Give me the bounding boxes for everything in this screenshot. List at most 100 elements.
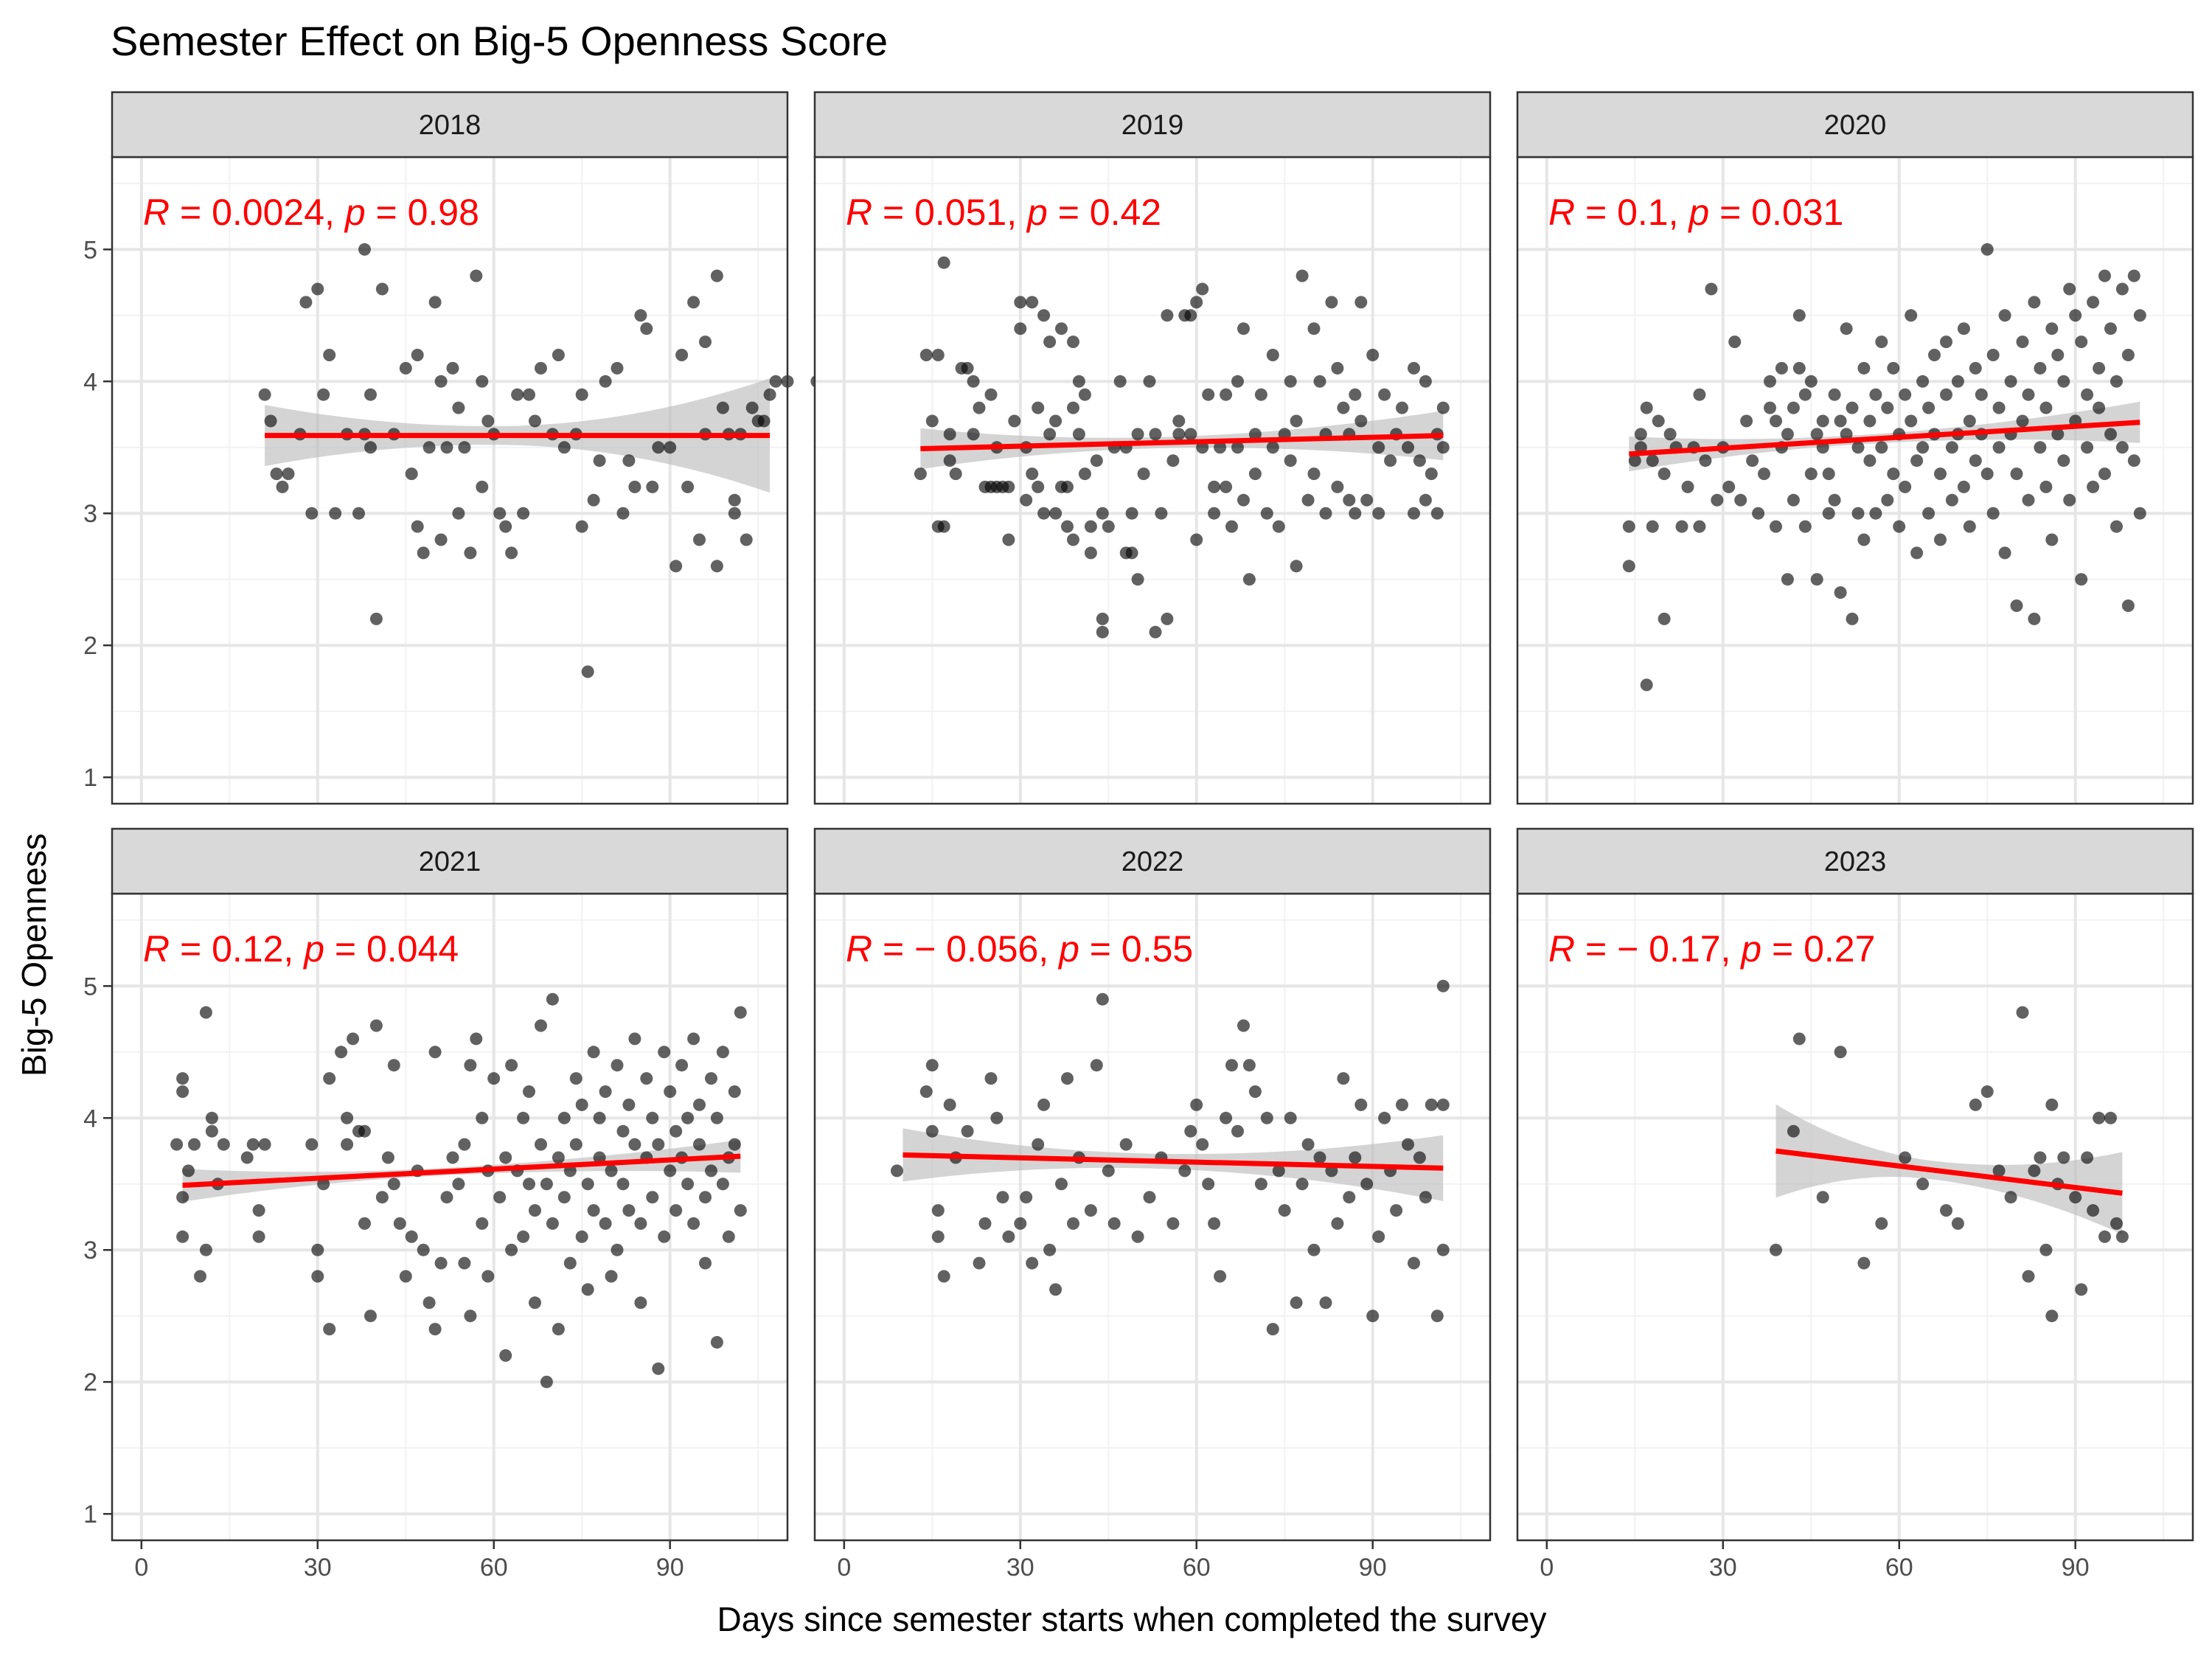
data-point (925, 1124, 939, 1138)
data-point (1781, 573, 1794, 586)
data-point (2110, 375, 2123, 388)
data-point (411, 520, 424, 533)
data-point (264, 414, 277, 428)
correlation-annotation: R = 0.1, p = 0.031 (1548, 192, 1843, 233)
facet-strip-label: 2018 (419, 110, 481, 141)
data-point (405, 1230, 418, 1243)
data-point (329, 507, 342, 520)
y-tick-label: 2 (83, 632, 97, 660)
data-point (1408, 1256, 1420, 1270)
data-point (1360, 493, 1374, 507)
data-point (1254, 1178, 1267, 1191)
data-point (1301, 1138, 1315, 1151)
data-point (1260, 507, 1273, 520)
data-point (1214, 441, 1227, 454)
data-point (1014, 296, 1027, 309)
data-point (1652, 414, 1665, 428)
data-point (699, 335, 712, 349)
panel-2020: R = 0.1, p = 0.031 2020 (1516, 91, 2194, 805)
data-point (2081, 388, 2094, 401)
data-point (1969, 1098, 1982, 1111)
data-point (1072, 428, 1085, 441)
data-point (1834, 414, 1847, 428)
data-point (1020, 493, 1033, 507)
data-point (658, 1046, 671, 1059)
data-point (1419, 493, 1432, 507)
data-point (1430, 1310, 1444, 1323)
data-point (1231, 1124, 1244, 1138)
annotation-r-value: = 0.12, (170, 928, 304, 970)
data-point (634, 309, 647, 322)
annotation-p-value: = 0.98 (366, 192, 479, 233)
data-point (961, 1124, 974, 1138)
data-point (1887, 361, 1900, 375)
data-point (1131, 1230, 1144, 1243)
data-point (675, 1059, 689, 1072)
data-point (1396, 401, 1408, 414)
data-point (1413, 454, 1426, 467)
data-point (1354, 1098, 1368, 1111)
data-point (699, 1191, 712, 1204)
data-point (205, 1124, 218, 1138)
data-point (399, 1270, 412, 1283)
y-tick-label: 3 (83, 500, 97, 528)
data-point (1770, 414, 1782, 428)
data-point (978, 1217, 992, 1230)
data-point (1828, 493, 1841, 507)
data-point (305, 507, 319, 520)
data-point (1881, 401, 1894, 414)
data-point (1061, 480, 1074, 493)
data-point (1225, 1059, 1238, 1072)
data-point (1940, 335, 1952, 349)
data-point (622, 454, 636, 467)
x-axis-title: Days since semester starts when complete… (717, 1600, 1547, 1638)
data-point (1963, 414, 1976, 428)
data-point (1184, 309, 1197, 322)
data-point (493, 507, 507, 520)
data-point (1214, 1270, 1227, 1283)
annotation-p-symbol: p (302, 928, 324, 970)
data-point (505, 546, 518, 560)
data-point (763, 388, 776, 401)
data-point (1787, 493, 1800, 507)
data-point (1804, 467, 1818, 481)
data-point (1957, 480, 1970, 493)
data-point (1067, 533, 1079, 546)
data-point (1728, 335, 1742, 349)
data-point (1248, 1085, 1262, 1098)
data-point (734, 1204, 747, 1217)
data-point (1425, 467, 1438, 481)
data-point (1331, 480, 1344, 493)
data-point (710, 1336, 723, 1349)
data-point (687, 1032, 700, 1046)
data-point (611, 1059, 624, 1072)
data-point (1857, 533, 1871, 546)
data-point (1190, 296, 1203, 309)
data-point (1810, 428, 1823, 441)
data-point (422, 441, 436, 454)
data-point (2010, 599, 2023, 612)
data-point (1202, 1178, 1215, 1191)
data-point (1313, 1151, 1326, 1164)
data-point (1337, 1072, 1350, 1085)
data-point (1922, 401, 1935, 414)
data-point (1366, 349, 1380, 361)
data-point (1026, 296, 1039, 309)
data-point (1301, 493, 1315, 507)
data-point (540, 1178, 553, 1191)
x-tick-label: 30 (304, 1554, 332, 1582)
data-point (252, 1204, 265, 1217)
data-point (1172, 428, 1186, 441)
data-point (1002, 480, 1015, 493)
data-point (375, 282, 389, 296)
x-tick-label: 30 (1709, 1554, 1737, 1582)
data-point (1951, 375, 1964, 388)
data-point (1840, 322, 1853, 335)
data-point (996, 1191, 1009, 1204)
data-point (1149, 625, 1162, 639)
data-point (1190, 533, 1203, 546)
data-point (705, 1072, 717, 1085)
x-tick-label: 0 (1540, 1554, 1554, 1582)
data-point (2057, 375, 2070, 388)
data-point (1810, 573, 1823, 586)
